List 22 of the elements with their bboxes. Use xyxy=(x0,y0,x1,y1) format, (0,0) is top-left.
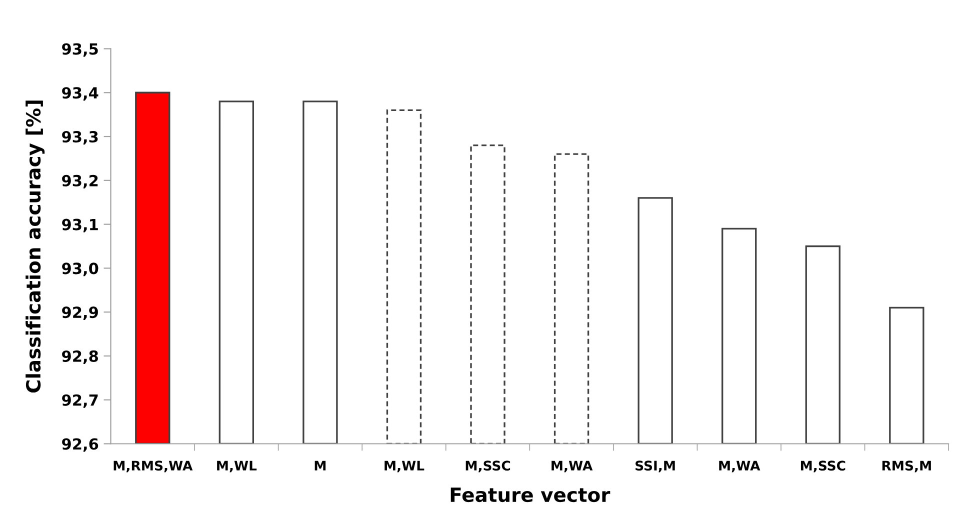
x-tick-label: RMS,M xyxy=(882,460,931,472)
x-tick-label: M,WA xyxy=(719,460,760,472)
y-tick-label: 93,1 xyxy=(62,218,98,232)
y-tick-label: 93,4 xyxy=(62,87,98,101)
x-tick-label: M,WA xyxy=(552,460,593,472)
x-tick-label: M,SSC xyxy=(466,460,510,472)
x-axis-title: Feature vector xyxy=(450,488,610,502)
y-tick-label: 92,9 xyxy=(62,306,98,320)
y-tick-label: 92,7 xyxy=(62,394,98,408)
x-tick-label: M,SSC xyxy=(800,460,846,472)
y-tick-label: 93,3 xyxy=(62,130,98,144)
y-tick-label: 93,5 xyxy=(62,43,98,57)
x-tick-label: M,RMS,WA xyxy=(114,460,193,472)
x-tick-label: SSI,M xyxy=(636,460,675,472)
x-tick-label: M,WL xyxy=(384,460,424,472)
x-tick-label: M xyxy=(314,460,326,470)
y-tick-label: 93,0 xyxy=(62,262,98,276)
y-tick-label: 92,6 xyxy=(62,438,98,452)
y-tick-label: 93,2 xyxy=(62,174,98,188)
y-axis-title: Classification accuracy [%] xyxy=(26,100,45,393)
y-tick-label: 92,8 xyxy=(62,350,98,364)
x-tick-label: M,WL xyxy=(217,460,257,472)
